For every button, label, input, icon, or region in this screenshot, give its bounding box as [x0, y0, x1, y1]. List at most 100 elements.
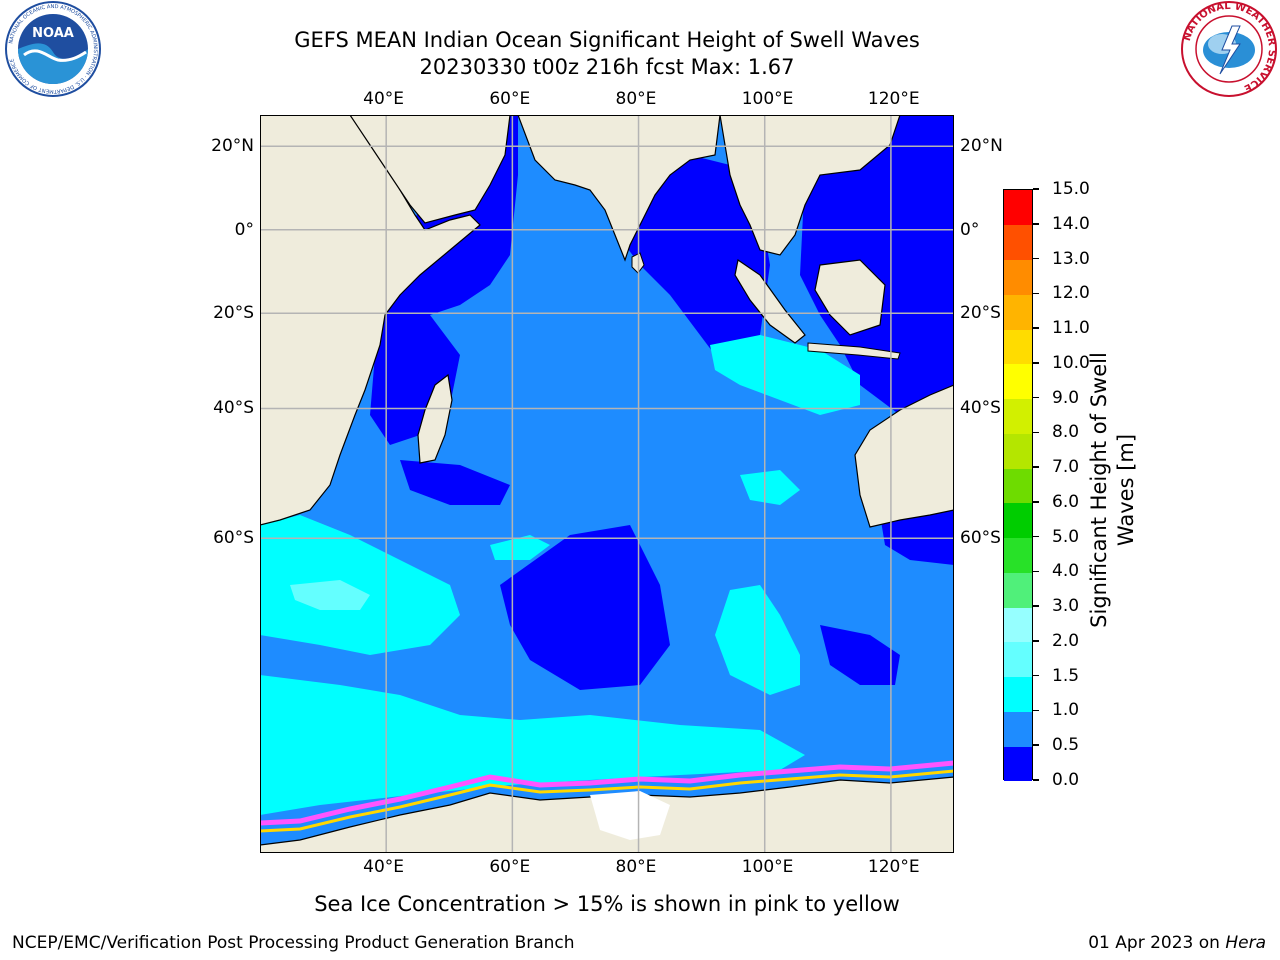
- land-sumatra: [734, 258, 806, 344]
- cyan-southern-band: [260, 675, 805, 815]
- colorbar-tick-label: 13.0: [1052, 248, 1090, 269]
- colorbar-tick-label: 10.0: [1052, 352, 1090, 373]
- colorbar-label-wrap: Significant Height of Swell Waves [m]: [1078, 330, 1148, 650]
- colorbar-tick-mark: [1033, 640, 1039, 642]
- lon-tick-label-top: 60°E: [489, 89, 531, 109]
- land-java: [807, 342, 901, 360]
- footer-date: 01 Apr 2023 on Hera: [1088, 932, 1266, 954]
- colorbar-tick-mark: [1033, 292, 1039, 295]
- colorbar-tick-mark: [1033, 362, 1039, 364]
- graticule: [260, 115, 954, 853]
- colorbar-tick-mark: [1033, 396, 1039, 399]
- lon-tick-label-top: 40°E: [363, 89, 405, 109]
- colorbar-segment: [1004, 676, 1032, 712]
- sea-ice-note: Sea Ice Concentration > 15% is shown in …: [314, 892, 900, 916]
- colorbar-tick-label: 0.5: [1052, 735, 1080, 756]
- colorbar-segment: [1004, 641, 1032, 678]
- cyan-southwest-band: [260, 515, 460, 655]
- colorbar-segment: [1004, 224, 1032, 260]
- lon-tick-label-bottom: 40°E: [363, 857, 405, 877]
- land-australia: [854, 384, 954, 528]
- colorbar-tick-label: 7.0: [1052, 457, 1080, 478]
- lat-tick-label-left: 40°S: [213, 398, 254, 419]
- lat-tick-label-right: 40°S: [960, 398, 1001, 419]
- deep-blue-south-east: [820, 625, 900, 685]
- lon-tick-label-bottom: 100°E: [741, 857, 794, 877]
- colorbar-tick-label: 15.0: [1052, 179, 1090, 199]
- colorbar-segment: [1004, 294, 1032, 330]
- colorbar-tick-mark: [1033, 744, 1039, 746]
- lat-tick-label-left: 20°S: [213, 303, 254, 324]
- colorbar-segment: [1004, 607, 1032, 643]
- sea-ice-yellow-fringe: [260, 769, 954, 833]
- colorbar-segment: [1004, 502, 1032, 539]
- colorbar-tick-mark: [1033, 188, 1039, 190]
- deep-blue-south-of-madagascar: [400, 460, 510, 505]
- lat-tick-label-right: 60°S: [960, 528, 1001, 549]
- colorbar-tick-label: 14.0: [1052, 213, 1090, 234]
- colorbar-tick-label: 0.0: [1052, 770, 1080, 790]
- lat-tick-label-left: 0°: [234, 219, 254, 240]
- lat-tick-label-left: 20°N: [211, 136, 254, 157]
- lat-tick-label-right: 0°: [960, 219, 980, 240]
- colorbar-tick-label: 8.0: [1052, 422, 1080, 443]
- colorbar-tick-label: 12.0: [1052, 283, 1090, 304]
- colorbar-segment: [1004, 468, 1032, 504]
- land-madagascar: [417, 373, 453, 464]
- colorbar-tick-mark: [1033, 431, 1039, 434]
- colorbar-tick-label: 9.0: [1052, 387, 1080, 408]
- colorbar-tick-label: 2.0: [1052, 630, 1080, 651]
- sea-ice-pink-fringe: [260, 760, 954, 826]
- colorbar-tick-mark: [1033, 327, 1039, 329]
- lat-tick-label-right: 20°S: [960, 303, 1001, 324]
- footer-date-text: 01 Apr 2023 on: [1088, 933, 1226, 953]
- colorbar-segment: [1004, 363, 1032, 400]
- lon-tick-label-bottom: 80°E: [615, 857, 657, 877]
- noaa-logo: NOAA NATIONAL OCEANIC AND ATMOSPHERIC AD…: [5, 1, 101, 97]
- lon-tick-label-bottom: 60°E: [489, 857, 531, 877]
- light-cyan-southwest: [290, 580, 370, 610]
- land-borneo: [814, 259, 886, 336]
- colorbar: [1003, 189, 1033, 782]
- colorbar-segment: [1004, 746, 1032, 782]
- nws-logo: NATIONAL WEATHER SERVICE: [1181, 1, 1277, 97]
- lat-tick-label-right: 20°N: [960, 136, 1003, 157]
- colorbar-tick-label: 11.0: [1052, 318, 1090, 339]
- colorbar-tick-mark: [1033, 709, 1039, 712]
- colorbar-tick-mark: [1033, 257, 1039, 260]
- colorbar-segment: [1004, 190, 1032, 226]
- cyan-patch-west: [490, 535, 550, 560]
- cyan-tropical-east: [710, 335, 860, 415]
- colorbar-tick-mark: [1033, 466, 1039, 468]
- deep-blue-central-south: [500, 525, 670, 690]
- land-arabia: [349, 115, 511, 224]
- lon-tick-label-top: 80°E: [615, 89, 657, 109]
- swell-height-map: [260, 115, 954, 853]
- colorbar-tick-mark: [1033, 605, 1039, 607]
- cyan-patch-central: [740, 470, 800, 505]
- colorbar-tick-mark: [1033, 223, 1039, 225]
- colorbar-segment: [1004, 433, 1032, 469]
- lon-tick-label-top: 120°E: [867, 89, 920, 109]
- footer-producer: NCEP/EMC/Verification Post Processing Pr…: [12, 933, 575, 953]
- colorbar-segment: [1004, 572, 1032, 608]
- noaa-logo-text: NOAA: [32, 26, 74, 41]
- ice-shelf-white: [590, 791, 670, 840]
- lon-tick-label-bottom: 120°E: [867, 857, 920, 877]
- colorbar-tick-mark: [1033, 674, 1039, 677]
- colorbar-segment: [1004, 329, 1032, 365]
- colorbar-segment: [1004, 259, 1032, 295]
- deep-blue-maritime-continent: [800, 115, 954, 435]
- colorbar-tick-mark: [1033, 535, 1039, 538]
- colorbar-tick-mark: [1033, 570, 1039, 573]
- colorbar-segment: [1004, 537, 1032, 573]
- colorbar-tick-mark: [1033, 501, 1039, 503]
- colorbar-tick-label: 4.0: [1052, 561, 1080, 582]
- map-subtitle: 20230330 t00z 216h fcst Max: 1.67: [419, 55, 795, 79]
- land-africa: [260, 115, 481, 526]
- lon-tick-label-top: 100°E: [741, 89, 794, 109]
- deep-blue-bay-of-bengal: [625, 155, 770, 375]
- colorbar-tick-label: 6.0: [1052, 491, 1080, 512]
- colorbar-tick-label: 1.5: [1052, 665, 1080, 686]
- colorbar-segment: [1004, 398, 1032, 434]
